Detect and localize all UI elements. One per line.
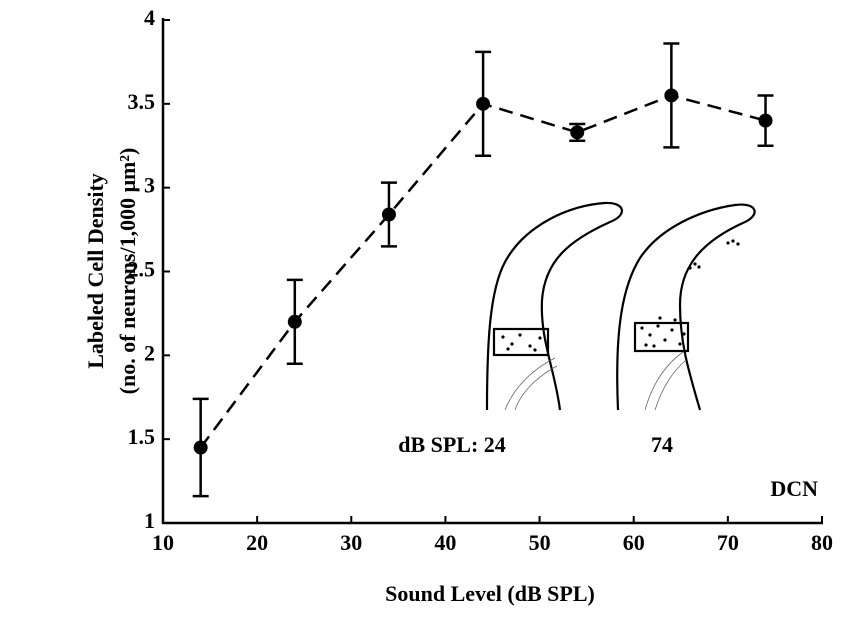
data-point xyxy=(664,88,679,103)
x-tick-label: 70 xyxy=(717,530,739,555)
x-axis-label: Sound Level (dB SPL) xyxy=(385,581,595,606)
y-tick-label: 1 xyxy=(144,508,155,533)
x-tick-label: 20 xyxy=(246,530,268,555)
x-tick-label: 30 xyxy=(340,530,362,555)
x-tick-label: 50 xyxy=(529,530,551,555)
data-point xyxy=(758,113,773,128)
x-tick-label: 40 xyxy=(434,530,456,555)
annotation: 74 xyxy=(651,432,673,457)
y-tick-label: 1.5 xyxy=(128,424,156,449)
inset-dots xyxy=(501,239,740,352)
inset-drawing xyxy=(485,201,756,411)
data-point xyxy=(287,314,302,329)
y-tick-label: 2 xyxy=(144,340,155,365)
y-tick-label: 4 xyxy=(144,5,155,30)
x-tick-label: 80 xyxy=(811,530,833,555)
data-point xyxy=(193,440,208,455)
annotation: dB SPL: 24 xyxy=(398,432,506,457)
y-tick-label: 2.5 xyxy=(128,257,156,282)
y-tick-label: 3 xyxy=(144,173,155,198)
y-axis-label: (no. of neurons/1,000 μm²) xyxy=(115,148,140,395)
y-tick-label: 3.5 xyxy=(128,89,156,114)
x-tick-label: 10 xyxy=(152,530,174,555)
data-point xyxy=(381,207,396,222)
x-tick-label: 60 xyxy=(623,530,645,555)
data-point xyxy=(476,96,491,111)
annotation: DCN xyxy=(770,476,818,501)
data-point xyxy=(570,125,585,140)
y-axis-label: Labeled Cell Density xyxy=(83,173,108,369)
